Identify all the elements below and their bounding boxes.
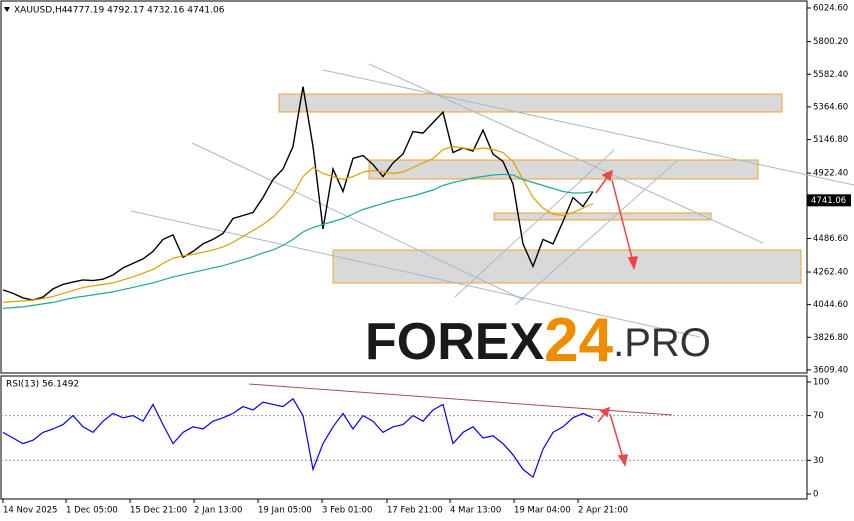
x-tick-label: 17 Feb 21:00 [387,506,443,516]
series-line [2,145,594,303]
arrow [611,179,634,263]
x-tick-label: 2 Jan 13:00 [194,506,242,516]
watermark-part: FOREX [365,313,544,371]
x-tick-label: 2 Apr 21:00 [578,506,628,516]
trend-lines [130,63,854,416]
y-tick-label: 4262.40 [813,268,848,278]
y-tick-label: 5146.80 [813,135,848,145]
y-tick-label: 5800.20 [813,37,848,47]
arrow-head [601,169,614,182]
last-price-label: 4741.06 [811,196,846,206]
x-tick-label: 19 Mar 04:00 [514,506,571,516]
arrows [595,169,639,467]
y-tick-label: 3609.40 [813,365,848,375]
watermark-part: .PRO [613,321,711,365]
x-tick-label: 3 Feb 01:00 [322,506,372,516]
chart-subtitle: 4777.19 4792.17 4732.16 4741.06 [67,6,225,16]
y-tick-label: 4922.40 [813,169,848,179]
y-tick-label: 3826.80 [813,333,848,343]
trend-line [514,159,679,306]
zones [278,93,802,284]
x-tick-label: 15 Dec 21:00 [130,506,187,516]
y-tick-label: 5364.60 [813,102,848,112]
x-tick-label: 19 Jan 05:00 [258,506,312,516]
header-icon [4,7,10,12]
chart-title: XAUUSD,H4 [14,6,68,16]
price-panel [0,0,808,374]
zone [368,159,759,180]
y-tick-label: 6024.60 [813,4,848,14]
trend-line [454,149,615,298]
last-price-box [807,194,851,207]
y-tick-label: 4486.60 [813,234,848,244]
zone [332,249,802,284]
arrow-head [627,256,639,271]
watermark: FOREX24.PRO [365,306,711,375]
rsi-trend-line [248,383,673,416]
trend-line [322,69,854,186]
rsi-title: RSI(13) 56.1492 [6,380,79,390]
x-tick-label: 14 Nov 2025 [3,506,57,516]
arrow [609,413,624,459]
y-tick-label: 100 [813,378,829,388]
trend-line [130,210,701,338]
arrow-head [599,406,611,418]
y-tick-label: 4044.60 [813,300,848,310]
rsi-panel [0,375,808,500]
y-tick-label: 5582.40 [813,70,848,80]
trend-line [191,142,525,301]
watermark-part: 24 [544,306,613,375]
x-tick-label: 4 Mar 13:00 [450,506,501,516]
series-line [2,173,594,309]
series-line [2,397,594,479]
trend-line [368,63,764,244]
x-tick-label: 1 Dec 05:00 [66,506,118,516]
zone [493,212,712,221]
y-tick-label: 70 [813,411,824,421]
zone [278,93,783,113]
y-tick-label: 0 [813,490,818,500]
series-line [2,86,594,301]
y-tick-label: 30 [813,456,824,466]
